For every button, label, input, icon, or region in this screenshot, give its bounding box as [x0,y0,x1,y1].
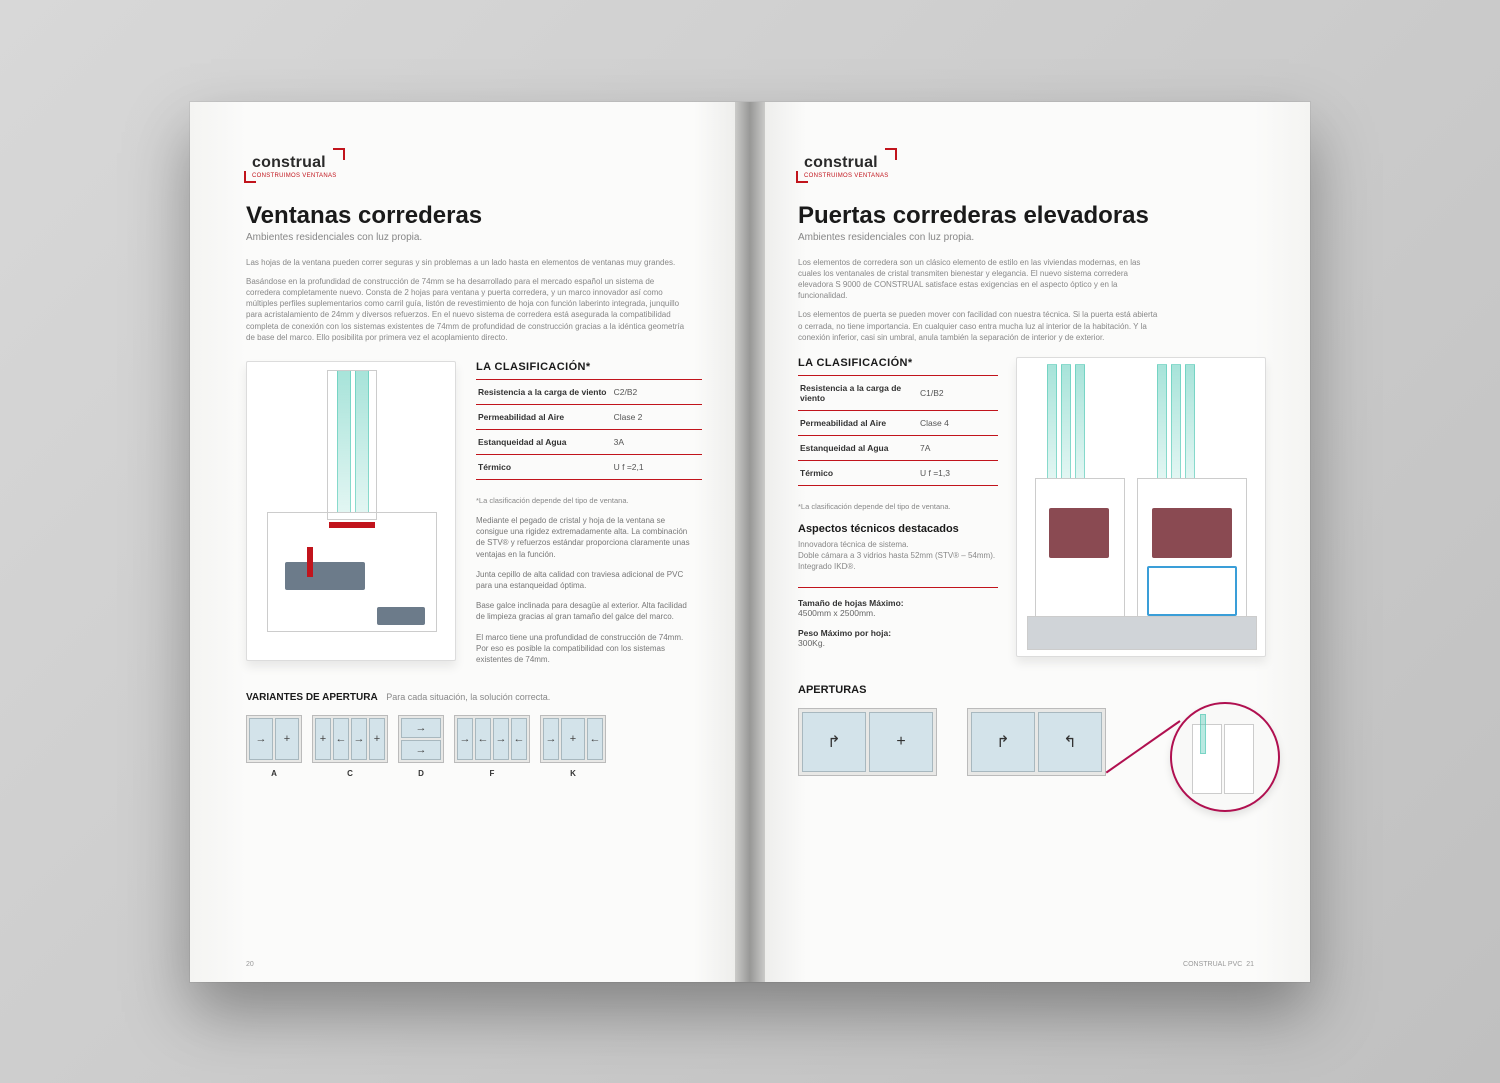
intro-paragraph: Los elementos de puerta se pueden mover … [798,309,1158,343]
spec-label: Peso Máximo por hoja: [798,628,998,638]
brand-logo: construal CONSTRUIMOS VENTANAS [798,150,1254,181]
feature-text: Mediante el pegado de cristal y hoja de … [476,515,696,560]
variants-row: →+ A +←→+ C → → D →←→← F →+← K [246,715,702,778]
apertures-heading: APERTURAS [798,684,1254,696]
variant-item: +←→+ C [312,715,388,778]
classification-heading: LA CLASIFICACIÓN* [798,357,998,369]
brand-tagline: CONSTRUIMOS VENTANAS [804,173,889,179]
brand-name: construal [804,154,889,172]
variants-heading: VARIANTES DE APERTURA [246,692,378,703]
table-row: Permeabilidad al AireClase 2 [476,405,702,430]
tech-line: Integrado IKD®. [798,561,998,572]
page-right: construal CONSTRUIMOS VENTANAS Puertas c… [750,102,1310,982]
classification-table: Resistencia a la carga de vientoC1/B2 Pe… [798,375,998,486]
catalog-spread: construal CONSTRUIMOS VENTANAS Ventanas … [190,102,1310,982]
variants-subtitle: Para cada situación, la solución correct… [386,692,550,702]
spec-label: Tamaño de hojas Máximo: [798,598,998,608]
page-subtitle: Ambientes residenciales con luz propia. [246,232,702,243]
feature-text: Base galce inclinada para desagüe al ext… [476,600,696,622]
feature-text: Junta cepillo de alta calidad con travie… [476,569,696,591]
classification-disclaimer: *La clasificación depende del tipo de ve… [476,496,702,505]
variant-item: →+ A [246,715,302,778]
table-row: TérmicoU f =1,3 [798,461,998,486]
table-row: Resistencia a la carga de vientoC1/B2 [798,376,998,411]
brand-tagline: CONSTRUIMOS VENTANAS [252,173,337,179]
table-row: Estanqueidad al Agua3A [476,430,702,455]
intro-paragraph: Los elementos de corredera son un clásic… [798,257,1158,302]
table-row: TérmicoU f =2,1 [476,455,702,480]
table-row: Permeabilidad al AireClase 4 [798,411,998,436]
classification-table: Resistencia a la carga de vientoC2/B2 Pe… [476,379,702,480]
page-number: CONSTRUAL PVC 21 [1183,961,1254,968]
classification-disclaimer: *La clasificación depende del tipo de ve… [798,502,998,511]
intro-paragraph: Las hojas de la ventana pueden correr se… [246,257,686,268]
spec-value: 300Kg. [798,638,998,648]
feature-text: El marco tiene una profundidad de constr… [476,632,696,666]
page-left: construal CONSTRUIMOS VENTANAS Ventanas … [190,102,750,982]
table-row: Estanqueidad al Agua7A [798,436,998,461]
page-title: Puertas correderas elevadoras [798,203,1254,228]
classification-heading: LA CLASIFICACIÓN* [476,361,702,373]
product-cutaway-image [1016,357,1266,658]
tech-line: Innovadora técnica de sistema. [798,539,998,550]
variant-item: →←→← F [454,715,530,778]
product-cutaway-image [246,361,456,674]
aperture-item: ↱ ↰ [967,708,1106,776]
detail-callout-circle [1170,702,1280,812]
variant-item: → → D [398,715,444,778]
tech-heading: Aspectos técnicos destacados [798,523,998,535]
brand-logo: construal CONSTRUIMOS VENTANAS [246,150,702,181]
variant-item: →+← K [540,715,606,778]
table-row: Resistencia a la carga de vientoC2/B2 [476,380,702,405]
page-title: Ventanas correderas [246,203,702,228]
intro-paragraph: Basándose en la profundidad de construcc… [246,276,686,343]
tech-line: Doble cámara a 3 vidrios hasta 52mm (STV… [798,550,998,561]
page-number: 20 [246,961,254,968]
aperture-item: ↱ + [798,708,937,776]
spec-value: 4500mm x 2500mm. [798,608,998,618]
brand-name: construal [252,154,337,172]
page-subtitle: Ambientes residenciales con luz propia. [798,232,1254,243]
